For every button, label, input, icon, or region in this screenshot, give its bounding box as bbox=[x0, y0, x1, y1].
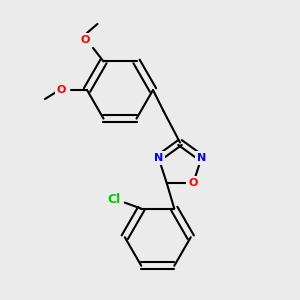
Text: O: O bbox=[81, 35, 90, 45]
Text: N: N bbox=[197, 153, 206, 163]
Text: O: O bbox=[188, 178, 198, 188]
Text: Cl: Cl bbox=[108, 193, 121, 206]
Text: O: O bbox=[57, 85, 66, 95]
Text: N: N bbox=[154, 153, 163, 163]
